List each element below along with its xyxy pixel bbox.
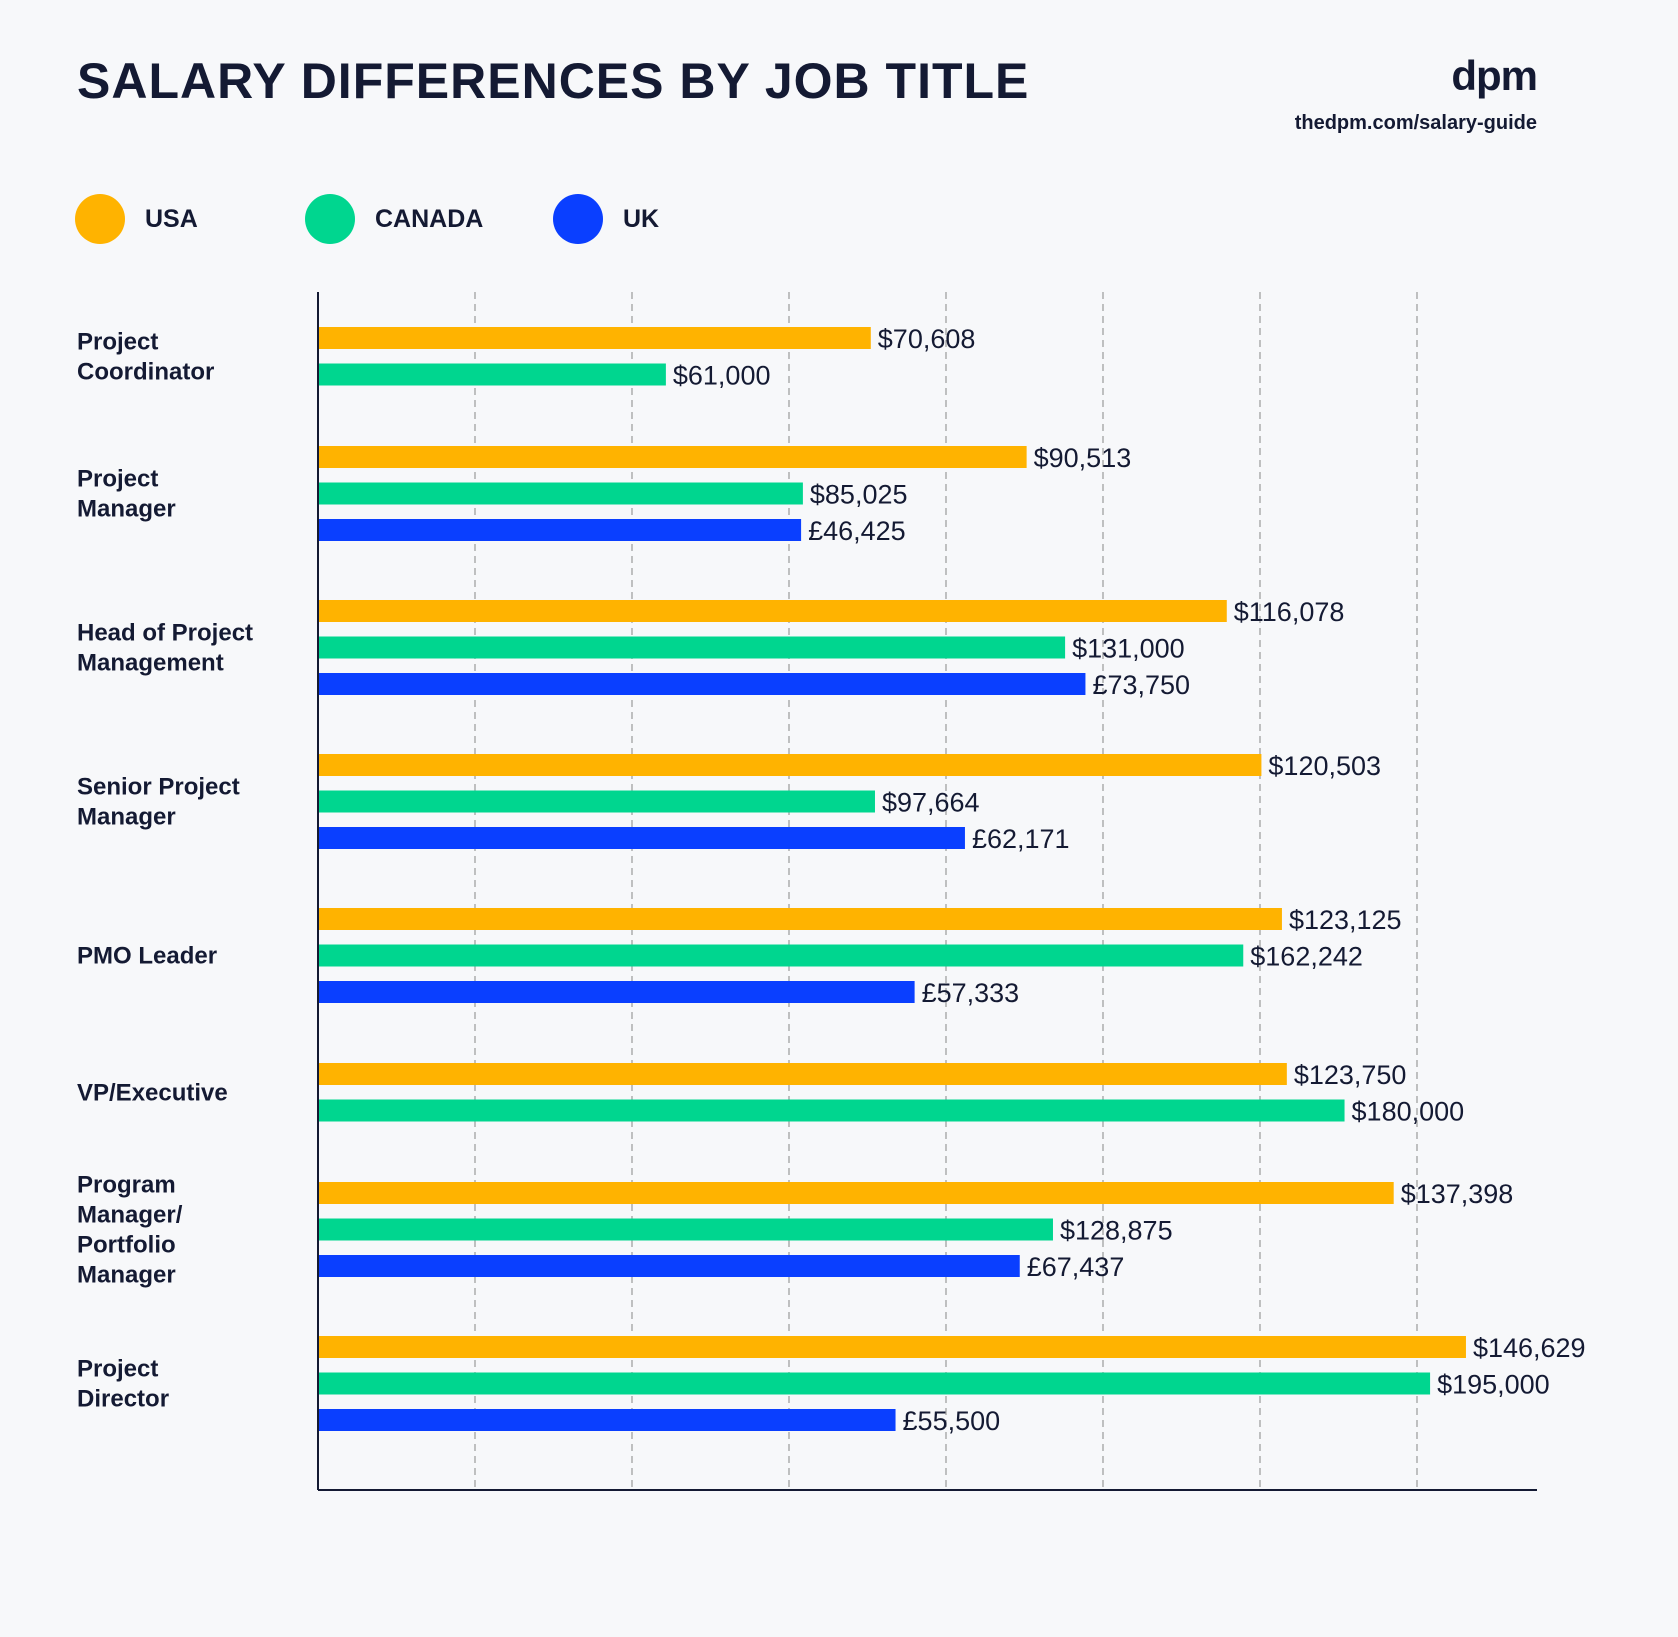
- page-title: SALARY DIFFERENCES BY JOB TITLE: [77, 53, 1030, 109]
- bar-canada: [318, 363, 666, 386]
- data-label: £55,500: [903, 1406, 1001, 1436]
- data-label: £57,333: [922, 978, 1020, 1008]
- data-label: £73,750: [1092, 670, 1190, 700]
- data-label: $90,513: [1034, 443, 1132, 473]
- bar-usa: [318, 600, 1227, 622]
- data-label: $146,629: [1473, 1333, 1586, 1363]
- bar-canada: [318, 636, 1066, 659]
- bar-usa: [318, 1336, 1466, 1358]
- bar-usa: [318, 754, 1262, 776]
- bar-usa: [318, 1182, 1394, 1204]
- category-label: PMO Leader: [77, 943, 217, 970]
- bar-canada: [318, 1099, 1345, 1122]
- data-label: $61,000: [673, 361, 771, 391]
- data-label: $195,000: [1437, 1370, 1550, 1400]
- bar-canada: [318, 482, 803, 505]
- data-label: $128,875: [1060, 1216, 1173, 1246]
- legend-swatch-usa: [75, 194, 125, 244]
- data-label: £62,171: [972, 824, 1070, 854]
- bar-uk: [318, 1255, 1020, 1277]
- legend-item-uk: UK: [553, 193, 659, 245]
- category-label: VP/Executive: [77, 1079, 228, 1106]
- legend-item-usa: USA: [75, 193, 198, 245]
- category-label: Head of Project Management: [77, 620, 253, 677]
- bar-usa: [318, 327, 871, 349]
- data-label: $137,398: [1401, 1179, 1514, 1209]
- legend-label-canada: CANADA: [375, 204, 484, 233]
- data-label: $120,503: [1268, 751, 1381, 781]
- category-label: Senior Project Manager: [77, 774, 240, 831]
- data-label: $85,025: [810, 480, 908, 510]
- legend-label-uk: UK: [623, 204, 660, 233]
- data-label: $97,664: [882, 788, 980, 818]
- bar-uk: [318, 1409, 896, 1431]
- category-label: Project Director: [77, 1356, 169, 1413]
- category-label: Program Manager/Portfolio Manager: [77, 1172, 183, 1289]
- bar-uk: [318, 673, 1086, 695]
- data-label: £67,437: [1027, 1252, 1125, 1282]
- brand-url: thedpm.com/salary-guide: [1294, 112, 1537, 134]
- data-label: $116,078: [1234, 597, 1345, 627]
- data-label: $123,750: [1294, 1060, 1407, 1090]
- legend-swatch-uk: [553, 194, 603, 244]
- bar-canada: [318, 790, 875, 813]
- data-label: $123,125: [1289, 905, 1402, 935]
- bar-uk: [318, 519, 802, 541]
- bar-canada: [318, 1372, 1431, 1395]
- data-label: $162,242: [1250, 942, 1363, 972]
- legend-label-usa: USA: [145, 204, 198, 233]
- data-label: $131,000: [1072, 634, 1185, 664]
- legend-swatch-canada: [305, 194, 355, 244]
- bar-uk: [318, 827, 965, 849]
- data-label: $180,000: [1352, 1097, 1465, 1127]
- bar-uk: [318, 981, 915, 1003]
- bar-usa: [318, 446, 1027, 468]
- category-label: Project Manager: [77, 466, 176, 523]
- bar-usa: [318, 1063, 1287, 1085]
- category-label: Project Coordinator: [77, 328, 214, 385]
- bar-canada: [318, 944, 1244, 967]
- data-label: £46,425: [808, 516, 906, 546]
- bar-usa: [318, 908, 1282, 930]
- bar-canada: [318, 1218, 1053, 1241]
- data-label: $70,608: [878, 324, 976, 354]
- brand-logo: dpm: [1451, 52, 1538, 99]
- legend-item-canada: CANADA: [305, 193, 483, 245]
